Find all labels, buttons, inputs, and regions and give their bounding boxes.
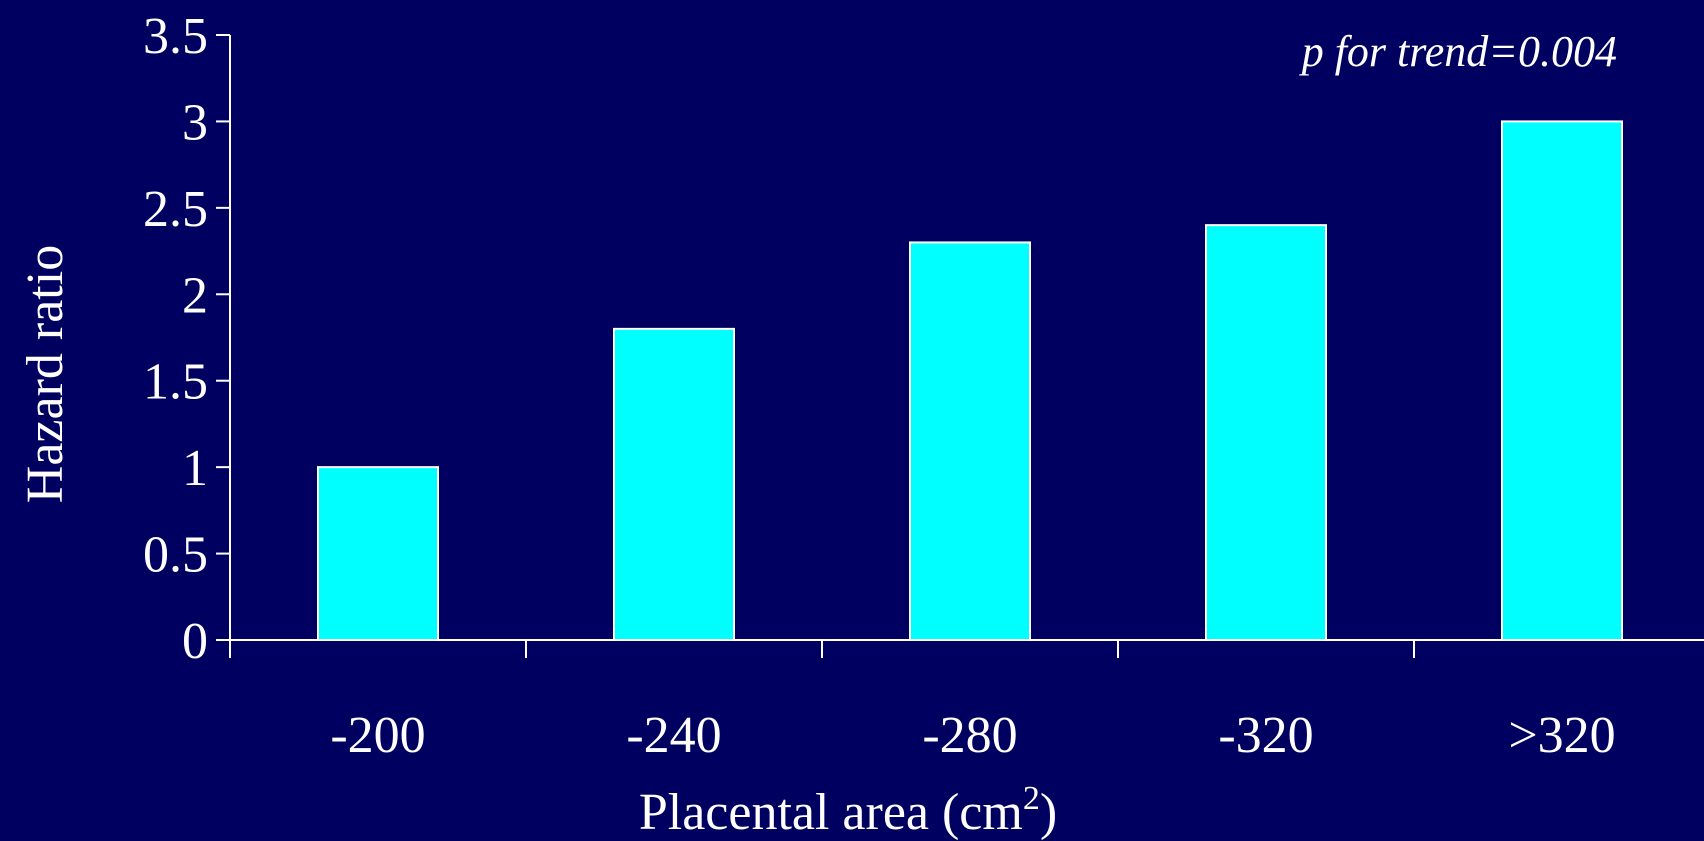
x-axis-title-superscript: 2 bbox=[1023, 780, 1040, 817]
y-tick-label: 0 bbox=[182, 613, 208, 670]
bar-3 bbox=[909, 241, 1031, 642]
y-tick-label: 2.5 bbox=[143, 181, 208, 238]
bar-4 bbox=[1205, 224, 1327, 641]
x-axis-ticks: -200 -240 -280 -320 >320 bbox=[229, 640, 1616, 764]
y-tick-label: 2 bbox=[182, 267, 208, 324]
y-axis-ticks: 0 0.5 1 1.5 2 2.5 3 3.5 bbox=[143, 8, 230, 670]
x-tick-label: -280 bbox=[922, 707, 1017, 764]
trend-annotation: p for trend=0.004 bbox=[1299, 27, 1617, 76]
y-tick-label: 3.5 bbox=[143, 8, 208, 65]
bar-1 bbox=[317, 466, 439, 641]
x-tick-label: -200 bbox=[330, 707, 425, 764]
y-tick-label: 1.5 bbox=[143, 354, 208, 411]
bars-group bbox=[317, 120, 1623, 642]
x-tick-label: >320 bbox=[1508, 707, 1615, 764]
x-tick-label: -240 bbox=[626, 707, 721, 764]
y-tick-label: 3 bbox=[182, 94, 208, 151]
x-tick-label: -320 bbox=[1218, 707, 1313, 764]
x-axis-title-main: Placental area (cm bbox=[639, 784, 1023, 841]
bar-2 bbox=[613, 327, 735, 641]
y-tick-label: 1 bbox=[182, 440, 208, 497]
x-axis-title-suffix: ) bbox=[1040, 784, 1057, 841]
bar-5 bbox=[1501, 120, 1623, 641]
y-axis-title: Hazard ratio bbox=[17, 245, 74, 503]
x-axis-title: Placental area (cm2) bbox=[639, 780, 1057, 841]
y-tick-label: 0.5 bbox=[143, 527, 208, 584]
